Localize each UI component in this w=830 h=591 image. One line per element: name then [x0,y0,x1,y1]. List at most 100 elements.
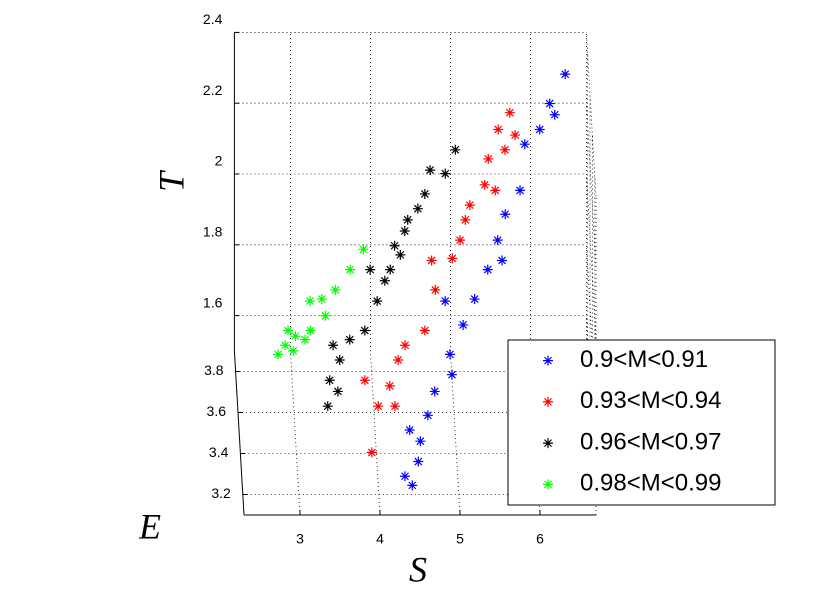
point [345,264,356,275]
point [455,235,466,246]
point [440,296,451,307]
x-tick-label: 4 [376,531,384,547]
point [399,226,410,237]
point [400,340,411,351]
point [450,144,461,155]
point [504,107,515,118]
point [389,240,400,251]
legend-label: 0.98<M<0.99 [580,470,721,497]
point [316,294,327,305]
point [490,185,501,196]
point [446,369,457,380]
z-tick-label: 1.8 [203,224,223,240]
point [320,310,331,321]
z-axis-label: T [151,169,191,192]
legend-label: 0.93<M<0.94 [580,387,721,414]
point [288,345,299,356]
grid-line [586,32,597,197]
z-tick-label: 2.4 [203,11,223,27]
point [304,296,315,307]
point [469,294,480,305]
point [419,188,430,199]
point [519,139,530,150]
z-tick-label: 1.6 [203,294,223,310]
point [328,340,339,351]
legend-marker [543,479,553,490]
point [560,69,571,80]
point [359,325,370,336]
y-tick-label: 3.4 [209,444,229,460]
point [447,253,458,264]
point [330,284,341,295]
point [373,401,384,412]
grid-line [370,350,381,516]
point [500,209,511,220]
point [407,480,418,491]
point [510,130,521,141]
point [419,325,430,336]
y-tick-label: 3.8 [204,362,224,378]
point [399,471,410,482]
y-tick-label: 3.2 [211,485,231,501]
point [499,144,510,155]
point [305,325,316,336]
point [290,331,301,342]
point [430,284,441,295]
point [283,325,294,336]
point [440,168,451,179]
point [395,249,406,260]
x-tick-label: 3 [296,531,304,547]
point [415,436,426,447]
point [412,203,423,214]
point [366,447,377,458]
point [358,244,369,255]
legend: 0.9<M<0.91 0.93<M<0.94 0.96<M<0.97 0.98<M<0… [507,339,776,506]
point [544,98,555,109]
y-tick-label: 3.6 [207,403,227,419]
grid-line [586,103,597,268]
point [460,214,471,225]
point [389,401,400,412]
x-axis-label: S [409,549,427,589]
point [359,375,370,386]
point [497,255,508,266]
legend-marker [543,438,553,449]
point [426,255,437,266]
point [324,375,335,386]
z-tick-label: 2 [215,153,223,169]
point [429,386,440,397]
point [515,185,526,196]
point [322,401,333,412]
grid-line [586,173,597,339]
point [393,354,404,365]
point [372,296,383,307]
point [483,153,494,164]
z-tick-label: 2.2 [203,82,223,98]
point [280,340,291,351]
point [464,200,475,211]
point [425,165,436,176]
point [492,235,503,246]
point [479,179,490,190]
point [384,380,395,391]
legend-label: 0.9<M<0.91 [580,346,708,373]
legend-marker [543,396,553,407]
x-tick-label: 5 [456,531,464,547]
point [344,334,355,345]
x-tick-label: 6 [536,531,544,547]
grid-line [290,350,301,516]
y-axis-label: E [138,506,161,546]
point [273,349,283,360]
point [332,386,343,397]
point [549,109,560,120]
point [413,456,424,467]
y-axis [233,350,245,516]
point [445,349,455,360]
point [404,425,415,436]
legend-label: 0.96<M<0.97 [580,428,721,455]
point [482,264,493,275]
grid-line [586,244,597,409]
point [534,124,545,135]
point [458,319,469,330]
